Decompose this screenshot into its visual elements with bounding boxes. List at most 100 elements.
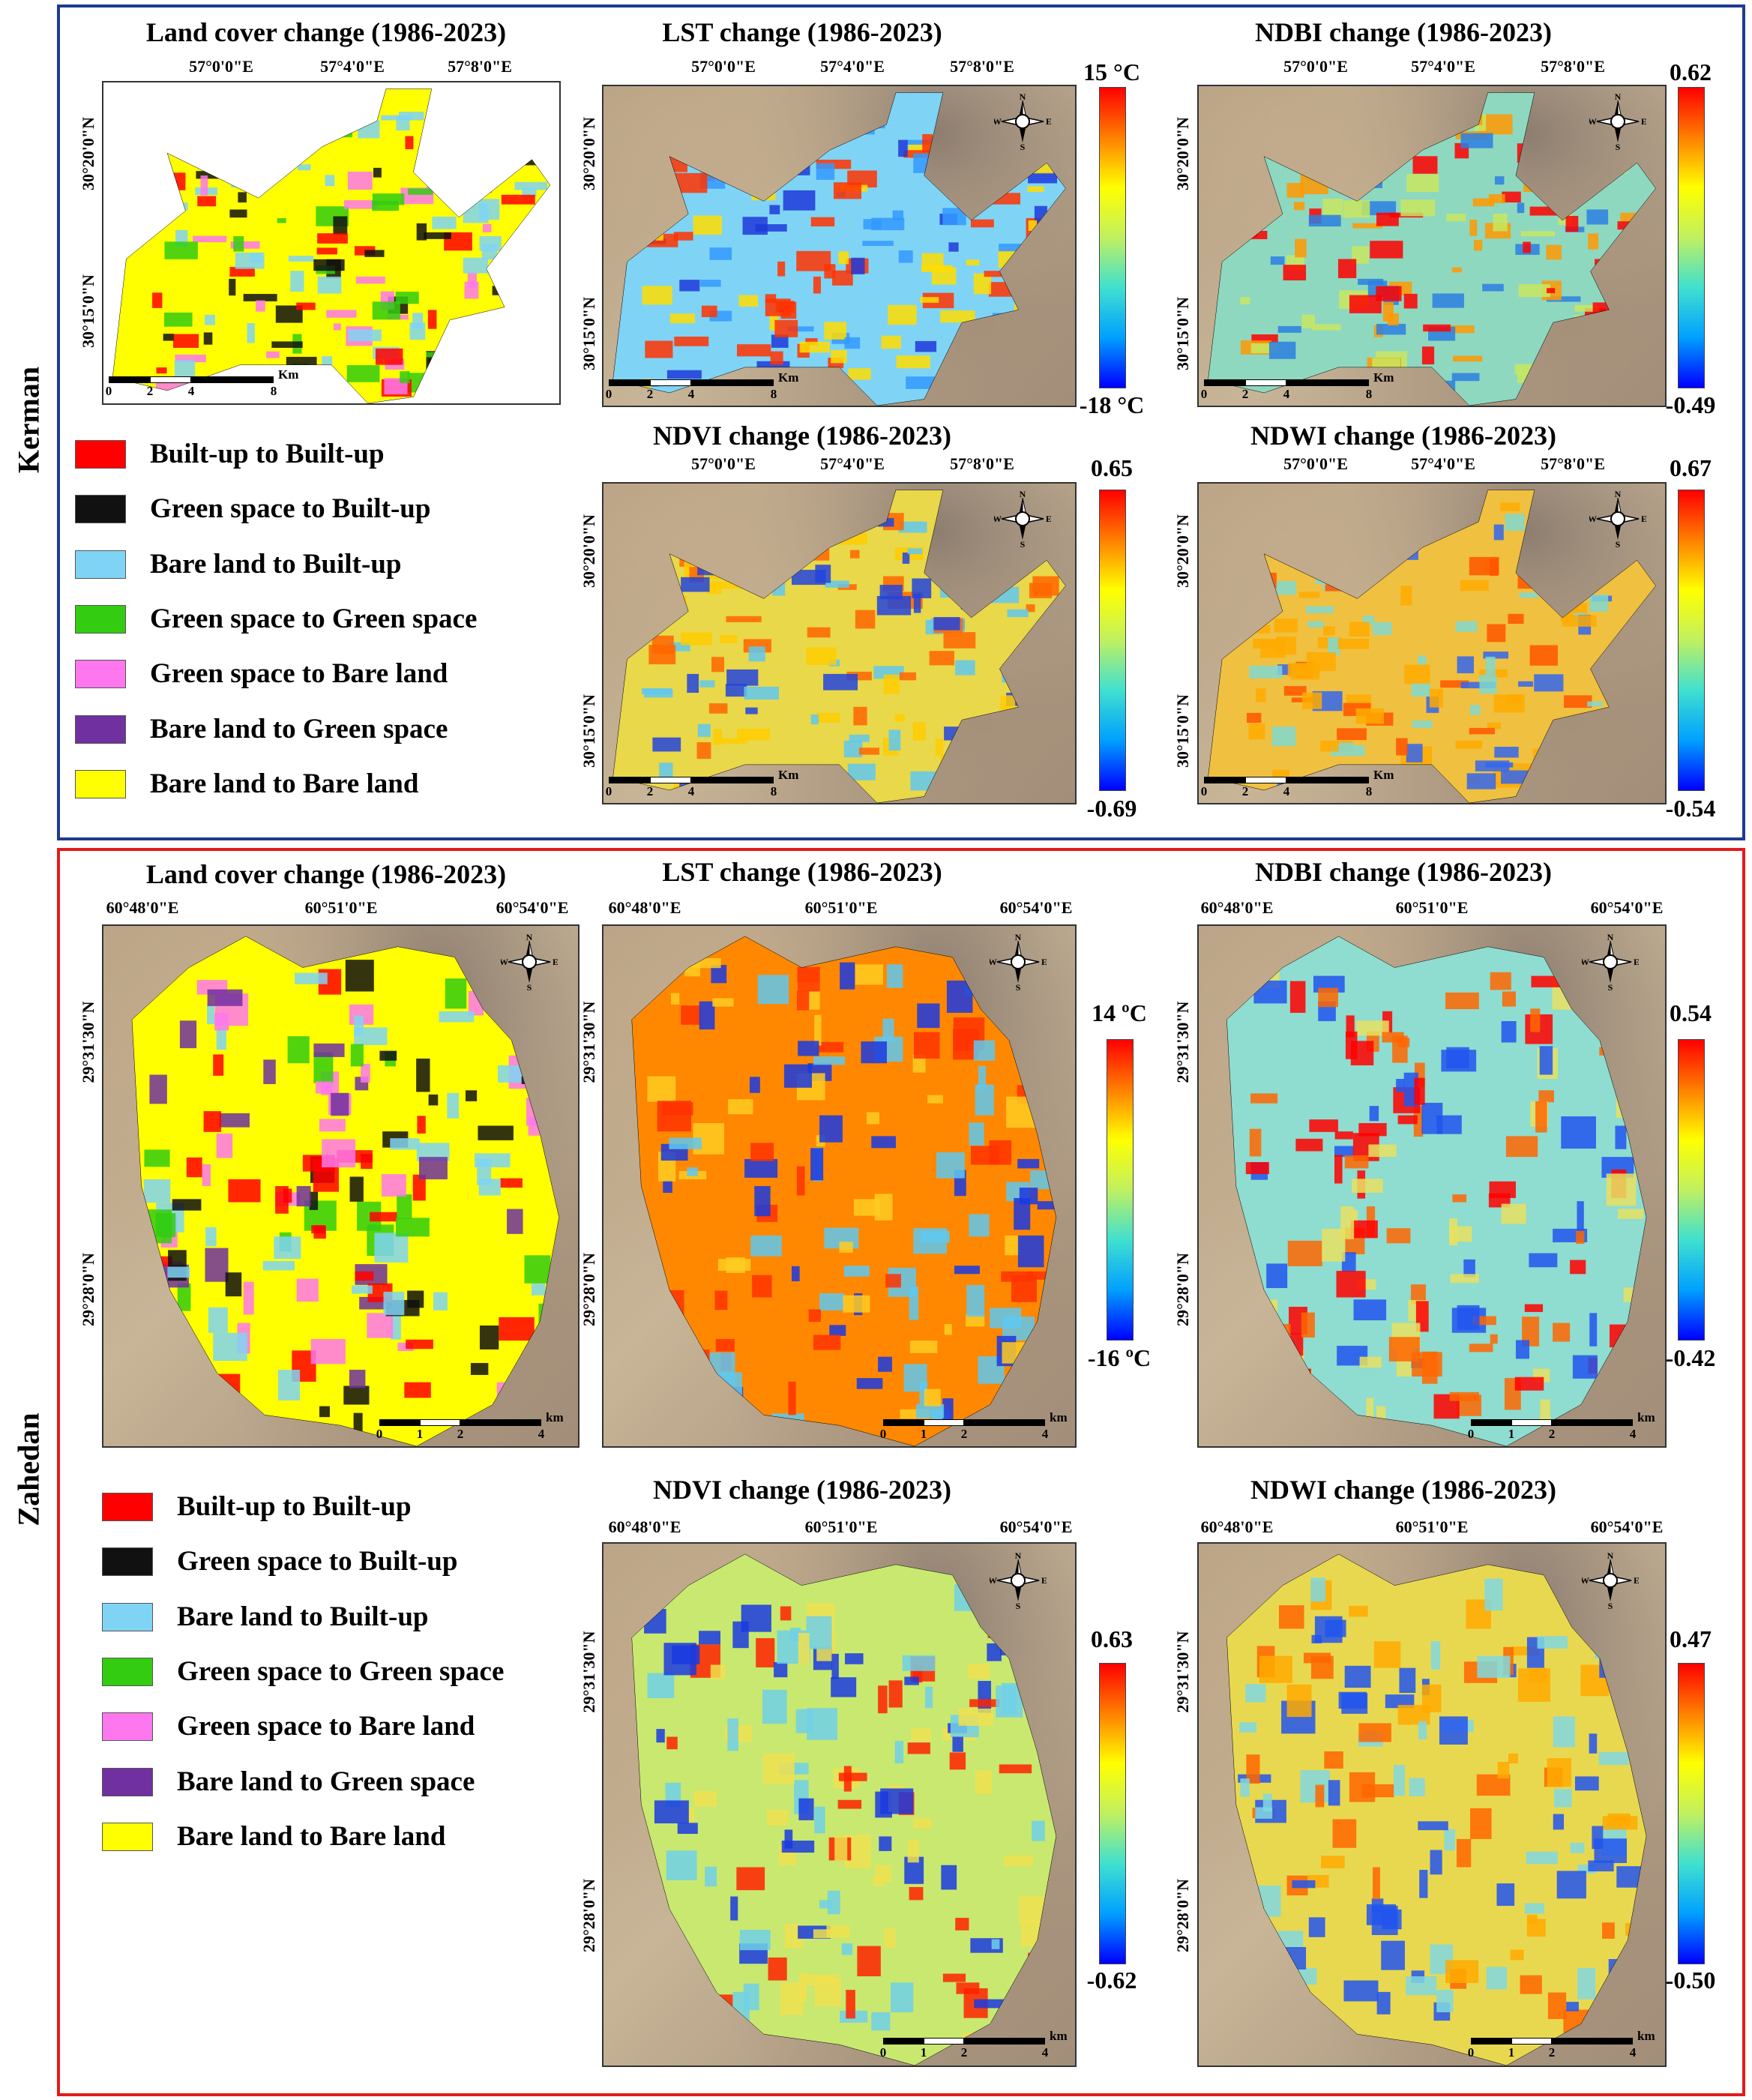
zahedan-ndvi-scalebar: 0 1 2 4 km [880, 2029, 1068, 2060]
scale-tick: 2 [1241, 784, 1249, 798]
kerman-landcover-title: Land cover change (1986-2023) [145, 17, 507, 47]
svg-text:N: N [1020, 93, 1026, 102]
zahedan-ndbi-colorbar [1678, 1039, 1705, 1341]
lon-label: 57°8'0"E [1541, 57, 1605, 76]
lat-label: 30°20'0"N [580, 116, 598, 191]
lon-label: 57°4'0"E [1411, 454, 1475, 473]
scale-tick: 8 [770, 387, 777, 401]
lat-label: 29°28'0"N [1173, 1878, 1192, 1953]
legend-swatch [75, 770, 126, 798]
zahedan-ndvi-title: NDVI change (1986-2023) [653, 1475, 951, 1505]
kerman-ndbi-title: NDBI change (1986-2023) [1255, 17, 1552, 47]
scale-tick: 2 [457, 1427, 464, 1441]
svg-text:N: N [1020, 490, 1026, 499]
scale-unit: Km [278, 367, 299, 382]
lat-label: 29°31'30"N [79, 1001, 97, 1083]
scale-tick: 0 [1200, 784, 1208, 798]
scale-tick: 0 [1467, 2045, 1475, 2060]
kerman-ndvi-colorbar [1099, 490, 1126, 791]
legend-label: Built-up to Built-up [177, 1491, 412, 1522]
svg-text:S: S [527, 982, 532, 990]
svg-text:S: S [1020, 142, 1026, 150]
north-arrow-icon: N S E W [1588, 489, 1647, 550]
legend-swatch [102, 1493, 153, 1521]
svg-text:E: E [553, 957, 558, 967]
lst-colorbar-min: -16 ºC [1087, 1344, 1152, 1371]
lon-label: 57°8'0"E [950, 57, 1014, 76]
svg-text:W: W [1589, 514, 1597, 524]
lst-colorbar-max: 14 ºC [1092, 999, 1147, 1026]
scale-tick: 4 [538, 1427, 545, 1441]
svg-text:W: W [994, 514, 1002, 524]
legend-label: Bare land to Green space [177, 1766, 475, 1797]
scale-tick: 2 [646, 784, 654, 798]
zahedan-lst-title: LST change (1986-2023) [662, 857, 942, 887]
kerman-ndwi-map [1197, 482, 1667, 804]
kerman-lst-colorbar [1099, 87, 1126, 388]
legend-label: Green space to Built-up [150, 493, 431, 524]
lat-label: 30°15'0"N [1173, 296, 1192, 371]
lat-label: 30°15'0"N [1173, 694, 1192, 768]
north-arrow-icon: N S E W [499, 932, 559, 993]
zahedan-lst-map [602, 924, 1077, 1448]
lon-label: 60°51'0"E [304, 898, 378, 917]
svg-text:E: E [1634, 957, 1639, 967]
legend-label: Bare land to Built-up [177, 1601, 429, 1632]
kerman-ndbi-map [1197, 85, 1667, 407]
lon-label: 60°54'0"E [496, 898, 569, 917]
ndvi-colorbar-min: -0.69 [1086, 795, 1137, 822]
ndbi-colorbar-min: -0.42 [1665, 1344, 1716, 1371]
scale-tick: 0 [879, 1427, 887, 1441]
scale-tick: 4 [1629, 1427, 1637, 1441]
scale-tick: 0 [1200, 387, 1208, 401]
svg-text:N: N [1615, 93, 1622, 102]
lon-label: 60°51'0"E [804, 898, 878, 917]
north-arrow-icon: N S E W [993, 91, 1052, 152]
svg-text:E: E [1041, 1575, 1047, 1586]
scale-tick: 4 [1283, 387, 1290, 401]
zahedan-landcover-title: Land cover change (1986-2023) [145, 859, 507, 889]
svg-text:S: S [1616, 539, 1621, 547]
svg-text:S: S [1608, 1601, 1613, 1609]
zahedan-ndbi-scalebar: 0 1 2 4 km [1468, 1410, 1655, 1442]
legend-label: Green space to Green space [150, 604, 478, 634]
legend-label: Bare land to Bare land [150, 768, 419, 799]
zahedan-ndbi-map [1197, 924, 1667, 1448]
scale-unit: km [1050, 1410, 1068, 1424]
scale-tick: 0 [605, 387, 612, 401]
scale-unit: Km [778, 370, 799, 385]
lon-label: 60°51'0"E [804, 1517, 878, 1536]
ndwi-colorbar-min: -0.54 [1665, 795, 1716, 822]
scale-tick: 1 [920, 2045, 927, 2060]
scale-unit: km [1637, 1410, 1655, 1424]
scale-tick: 1 [416, 1427, 424, 1441]
north-arrow-icon: N S E W [1580, 1550, 1640, 1611]
north-arrow-icon: N S E W [1588, 91, 1647, 152]
north-arrow-icon: N S E W [993, 489, 1052, 550]
legend-swatch [102, 1603, 153, 1631]
kerman-ndbi-colorbar [1678, 87, 1705, 388]
lon-label: 57°8'0"E [1541, 454, 1605, 473]
scale-unit: Km [778, 768, 799, 782]
lat-label: 30°20'0"N [79, 116, 97, 191]
lat-label: 29°31'30"N [580, 1001, 598, 1083]
scale-tick: 0 [605, 784, 612, 798]
zahedan-ndwi-colorbar [1678, 1663, 1705, 1964]
kerman-ndwi-scalebar: 0 2 4 8 Km [1200, 768, 1394, 799]
svg-text:E: E [1641, 116, 1646, 127]
scale-tick: 4 [687, 784, 695, 798]
scale-tick: 2 [146, 384, 154, 398]
ndvi-colorbar-max: 0.65 [1091, 454, 1133, 481]
legend-swatch [102, 1547, 153, 1576]
scale-tick: 8 [1365, 387, 1373, 401]
kerman-city-label: Kerman [11, 366, 46, 474]
scale-tick: 4 [1041, 2045, 1049, 2060]
scale-tick: 8 [1365, 784, 1373, 798]
lon-label: 60°48'0"E [1200, 898, 1274, 917]
lat-label: 29°31'30"N [580, 1631, 598, 1713]
scale-tick: 1 [1508, 1427, 1515, 1441]
legend-swatch [75, 605, 126, 634]
scale-unit: Km [1373, 768, 1394, 782]
svg-text:S: S [1016, 1601, 1021, 1609]
kerman-panel [57, 4, 1745, 840]
